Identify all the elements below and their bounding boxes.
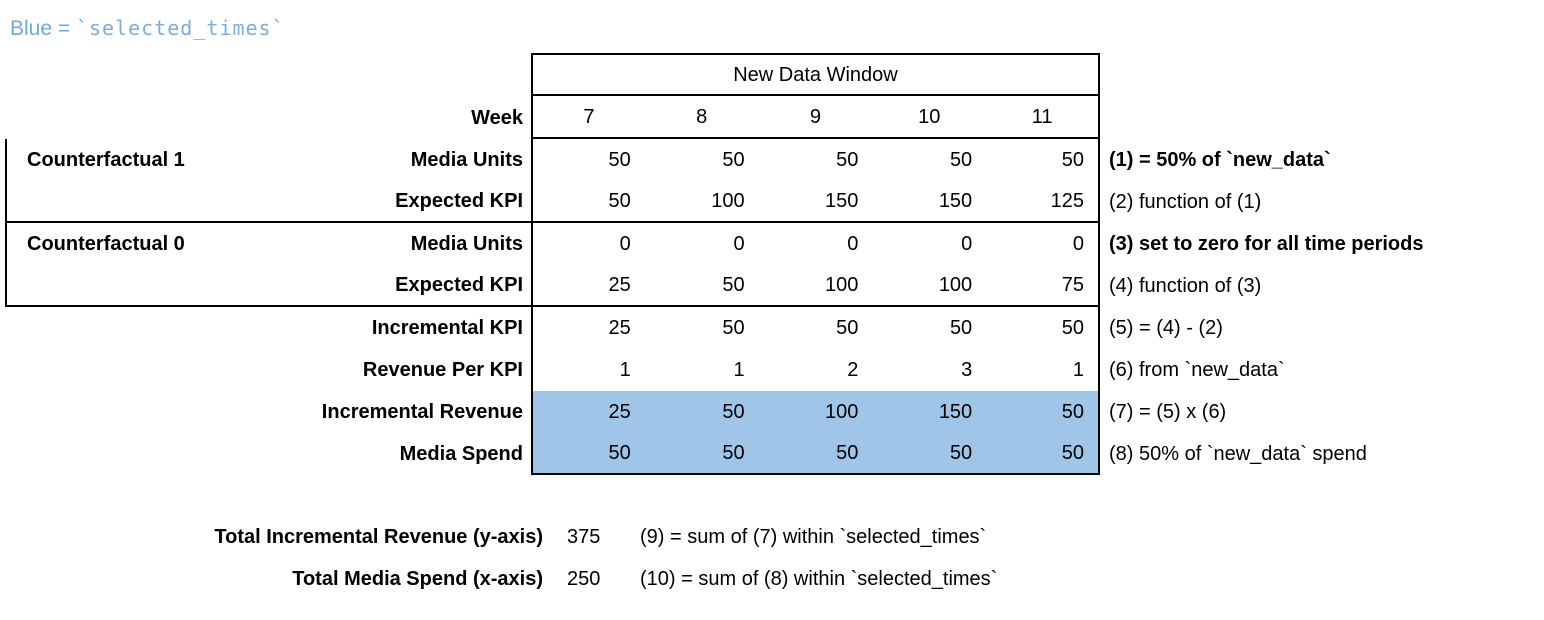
- total-incremental-revenue-annotation: (9) = sum of (7) within `selected_times`: [640, 525, 987, 548]
- row-label-cell: Media Spend: [5, 433, 531, 475]
- row-annotation: (7) = (5) x (6): [1108, 401, 1227, 423]
- value-cell-highlighted: 50: [986, 391, 1100, 433]
- row-label: Media Units: [410, 149, 523, 171]
- value-cell: 0: [733, 233, 745, 255]
- total-media-spend-value: 250: [567, 567, 601, 590]
- value-cell: 50: [949, 149, 973, 171]
- value-cell: 150: [758, 181, 873, 223]
- week-label: Week: [471, 106, 523, 129]
- value-cell: 50: [986, 139, 1100, 181]
- row-label: Media Spend: [399, 443, 523, 465]
- week-8: 8: [644, 96, 759, 139]
- value-cell: 50: [644, 265, 759, 307]
- total-incremental-revenue-label: Total Incremental Revenue (y-axis): [214, 525, 543, 548]
- row-annotation: (6) from `new_data`: [1108, 359, 1285, 381]
- value-cell: 100: [644, 181, 759, 223]
- row-label: Incremental Revenue: [321, 401, 523, 423]
- value-cell-highlighted: 50: [758, 433, 873, 475]
- total-incremental-revenue-value: 375: [567, 525, 601, 548]
- value-cell-highlighted: 50: [872, 433, 987, 475]
- value-cell: 3: [961, 359, 973, 381]
- value-cell: 100: [758, 265, 873, 307]
- value-cell: 1: [531, 349, 645, 391]
- value-cell: 50: [836, 149, 859, 171]
- row-label: Media Units: [410, 233, 523, 255]
- row-label-cell: Counterfactual 1 Media Units: [5, 139, 531, 181]
- value-cell-highlighted: 150: [872, 391, 987, 433]
- value-cell: 50: [986, 307, 1100, 349]
- spacer-cell: [5, 53, 531, 96]
- row-label-cell: Incremental Revenue: [5, 391, 531, 433]
- value-cell-highlighted: 50: [644, 391, 759, 433]
- row-label: Revenue Per KPI: [362, 359, 523, 381]
- row-label-cell: Expected KPI: [5, 181, 531, 223]
- row-label: Expected KPI: [395, 190, 523, 212]
- spacer-cell: [1100, 96, 1540, 139]
- value-cell-highlighted: 25: [531, 391, 645, 433]
- row-label-cell: Incremental KPI: [5, 307, 531, 349]
- value-cell: 100: [872, 265, 987, 307]
- totals-summary: Total Incremental Revenue (y-axis) 375 (…: [0, 516, 997, 600]
- value-cell: 25: [531, 307, 645, 349]
- value-cell-highlighted: 50: [644, 433, 759, 475]
- value-cell: 0: [961, 233, 973, 255]
- row-label: Incremental KPI: [371, 317, 523, 339]
- value-cell: 0: [531, 223, 645, 265]
- spacer-cell: [1100, 53, 1540, 96]
- row-label-cell: Revenue Per KPI: [5, 349, 531, 391]
- total-media-spend-annotation: (10) = sum of (8) within `selected_times…: [640, 567, 998, 590]
- value-cell: 2: [847, 359, 859, 381]
- value-cell: 0: [847, 233, 859, 255]
- row-label: Expected KPI: [395, 274, 523, 296]
- value-cell-highlighted: 100: [758, 391, 873, 433]
- row-annotation: (5) = (4) - (2): [1108, 317, 1223, 339]
- value-cell: 75: [986, 265, 1100, 307]
- value-cell-highlighted: 50: [986, 433, 1100, 475]
- table-header-new-data-window: New Data Window: [531, 53, 1100, 96]
- row-annotation: (3) set to zero for all time periods: [1108, 233, 1424, 255]
- row-label-cell: Expected KPI: [5, 265, 531, 307]
- week-9: 9: [758, 96, 873, 139]
- row-annotation: (8) 50% of `new_data` spend: [1108, 443, 1367, 465]
- counterfactual-table: New Data Window Week 7 8 9 10 11 Counter…: [5, 53, 1540, 475]
- group-label-counterfactual-0: Counterfactual 0: [27, 233, 185, 255]
- total-media-spend-label: Total Media Spend (x-axis): [292, 567, 543, 590]
- value-cell: 50: [722, 317, 745, 339]
- value-cell: 150: [872, 181, 987, 223]
- legend: Blue = `selected_times`: [10, 16, 285, 41]
- value-cell: 25: [531, 265, 645, 307]
- value-cell: 50: [531, 181, 645, 223]
- row-label-cell: Counterfactual 0 Media Units: [5, 223, 531, 265]
- value-cell: 1: [986, 349, 1100, 391]
- value-cell: 50: [836, 317, 859, 339]
- legend-code: `selected_times`: [75, 16, 285, 40]
- row-annotation: (4) function of (3): [1108, 275, 1262, 297]
- week-7: 7: [531, 96, 645, 139]
- value-cell: 50: [949, 317, 973, 339]
- value-cell-highlighted: 50: [531, 433, 645, 475]
- value-cell: 50: [531, 139, 645, 181]
- group-label-counterfactual-1: Counterfactual 1: [27, 149, 185, 171]
- value-cell: 50: [722, 149, 745, 171]
- value-cell: 125: [986, 181, 1100, 223]
- row-annotation: (1) = 50% of `new_data`: [1108, 149, 1331, 171]
- value-cell: 0: [986, 223, 1100, 265]
- legend-label: Blue =: [10, 17, 76, 40]
- value-cell: 1: [733, 359, 745, 381]
- week-10: 10: [872, 96, 987, 139]
- week-11: 11: [986, 96, 1100, 139]
- row-annotation: (2) function of (1): [1108, 191, 1262, 213]
